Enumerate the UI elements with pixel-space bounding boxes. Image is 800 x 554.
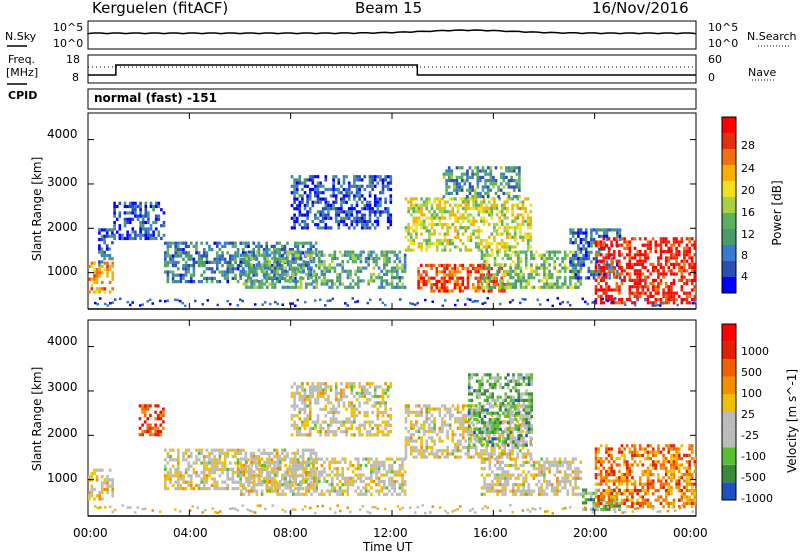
power-near-range-noise xyxy=(94,297,697,308)
power-echo-region xyxy=(113,201,166,241)
power-colorbar-band xyxy=(722,261,736,277)
velocity-cbar-tick-m500: -500 xyxy=(741,471,766,484)
velocity-near-range-noise xyxy=(94,504,694,515)
power-echo-region xyxy=(594,237,697,305)
xaxis-label: Time UT xyxy=(363,540,413,554)
freq-frame xyxy=(87,54,697,84)
power-cbar-tick-20: 20 xyxy=(741,184,755,197)
power-colorbar-band xyxy=(722,181,736,197)
velocity-colorbar-band xyxy=(722,341,736,360)
velocity-colorbar-band xyxy=(722,412,736,430)
power-colorbar-band xyxy=(722,277,736,293)
cpid-frame xyxy=(87,88,697,110)
power-echo-region xyxy=(442,166,521,199)
freq-unit-label: [MHz] xyxy=(6,66,39,79)
power-colorbar-band xyxy=(722,165,736,181)
power-cbar-tick-4: 4 xyxy=(741,270,748,283)
power-colorbar-band xyxy=(722,245,736,261)
xtick-1600: 16:00 xyxy=(473,526,508,540)
nsky-tick-top: 10^5 xyxy=(53,21,84,34)
date-label: 16/Nov/2016 xyxy=(592,0,689,17)
power-colorbar-band xyxy=(722,197,736,213)
velocity-echo-region xyxy=(480,457,583,496)
cpid-text: normal (fast) -151 xyxy=(94,91,217,105)
velocity-echo-region xyxy=(88,468,114,501)
power-cbar-tick-16: 16 xyxy=(741,206,755,219)
power-cbar-tick-8: 8 xyxy=(741,249,748,262)
nave-tick-top: 60 xyxy=(708,53,722,66)
velocity-cbar-tick-100: 100 xyxy=(741,387,762,400)
power-cbar-tick-24: 24 xyxy=(741,162,755,175)
velocity-colorbar-band xyxy=(722,464,736,483)
cpid-label: CPID xyxy=(8,89,38,102)
beam-label: Beam 15 xyxy=(355,0,423,17)
power-echo-region xyxy=(98,228,114,267)
power-cbar-tick-28: 28 xyxy=(741,139,755,152)
nave-label: Nave xyxy=(748,66,777,79)
nsky-label: N.Sky xyxy=(5,30,37,43)
xtick-2400: 00:00 xyxy=(673,526,708,540)
power-cbar-tick-12: 12 xyxy=(741,228,755,241)
velocity-cbar-tick-m100: -100 xyxy=(741,450,766,463)
power-ytick-3000: 3000 xyxy=(47,175,78,189)
nsky-line xyxy=(87,29,697,35)
velocity-ytick-2000: 2000 xyxy=(47,426,78,440)
velocity-colorbar-band xyxy=(722,429,736,448)
power-colorbar-band xyxy=(722,117,736,133)
velocity-ytick-1000: 1000 xyxy=(47,471,78,485)
power-colorbar-band xyxy=(722,133,736,149)
velocity-colorbar-band xyxy=(722,359,736,377)
nave-tick-bottom: 0 xyxy=(708,71,715,84)
velocity-cbar-tick-500: 500 xyxy=(741,366,762,379)
velocity-colorbar-band xyxy=(722,482,736,500)
power-echo-region xyxy=(290,175,393,230)
power-ytick-2000: 2000 xyxy=(47,220,78,234)
velocity-echo-region xyxy=(240,457,407,496)
nsearch-label: N.Search xyxy=(747,30,797,43)
nsky-tick-bottom: 10^0 xyxy=(53,37,84,50)
nsky-frame xyxy=(87,20,697,50)
velocity-echo-region xyxy=(138,404,165,437)
xtick-0400: 04:00 xyxy=(173,526,208,540)
velocity-ytick-3000: 3000 xyxy=(47,380,78,394)
xtick-0000: 00:00 xyxy=(73,526,108,540)
power-ytick-1000: 1000 xyxy=(47,264,78,278)
power-ytick-4000: 4000 xyxy=(47,127,78,141)
nsearch-tick-bottom: 10^0 xyxy=(708,37,739,50)
freq-line xyxy=(88,64,696,76)
velocity-echo-region xyxy=(468,373,533,447)
freq-tick-bottom: 8 xyxy=(72,71,79,84)
freq-tick-top: 18 xyxy=(66,53,80,66)
power-colorbar-band xyxy=(722,229,736,245)
velocity-cbar-tick-m25: -25 xyxy=(741,429,759,442)
velocity-colorbar-band xyxy=(722,447,736,465)
velocity-colorbar-band xyxy=(722,324,736,342)
velocity-cbar-tick-1000: 1000 xyxy=(741,345,769,358)
xtick-1200: 12:00 xyxy=(373,526,408,540)
power-echo-region xyxy=(404,197,533,252)
power-echo-region xyxy=(88,261,114,294)
station-title: Kerguelen (fitACF) xyxy=(92,0,229,17)
velocity-cbar-tick-m1000: -1000 xyxy=(741,492,773,505)
power-colorbar-band xyxy=(722,213,736,229)
velocity-colorbar-frame xyxy=(721,323,737,501)
velocity-ytick-4000: 4000 xyxy=(47,334,78,348)
velocity-echo-region xyxy=(290,382,393,437)
xtick-2000: 20:00 xyxy=(573,526,608,540)
xtick-0800: 08:00 xyxy=(273,526,308,540)
power-colorbar-band xyxy=(722,149,736,165)
power-echo-region xyxy=(240,250,407,289)
freq-label: Freq. xyxy=(8,53,36,66)
velocity-colorbar-band xyxy=(722,376,736,395)
velocity-echo-region xyxy=(594,444,697,509)
nsearch-tick-top: 10^5 xyxy=(708,21,739,34)
velocity-cbar-tick-25: 25 xyxy=(741,408,755,421)
power-colorbar-frame xyxy=(721,116,737,294)
velocity-colorbar-band xyxy=(722,394,736,412)
power-echo-region xyxy=(417,263,509,293)
